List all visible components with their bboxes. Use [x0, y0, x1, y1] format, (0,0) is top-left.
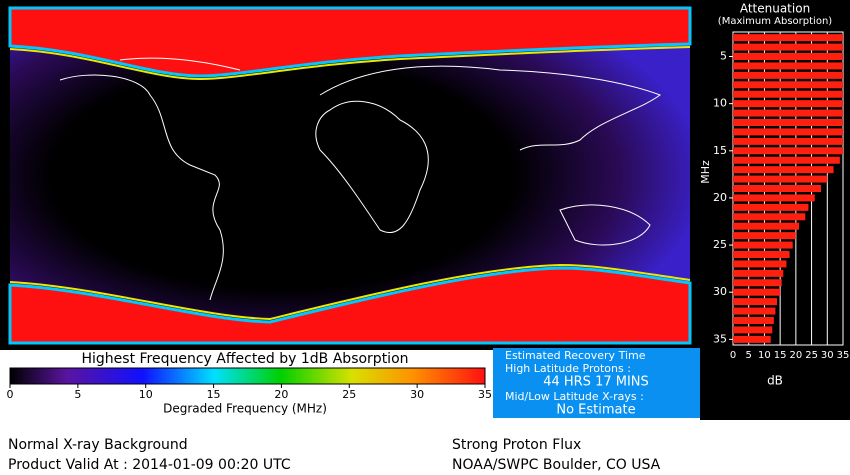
south-cap [8, 266, 692, 345]
bar [733, 137, 843, 145]
bar [733, 203, 809, 211]
bar [733, 128, 843, 136]
colorbar-label: Degraded Frequency (MHz) [163, 402, 327, 416]
bar [733, 260, 787, 268]
bar [733, 53, 843, 61]
y-tick-label: 25 [713, 238, 727, 251]
bar [733, 100, 843, 108]
y-axis-label: MHz [699, 160, 712, 184]
attenuation-title: Attenuation [740, 2, 810, 16]
x-axis-label: dB [767, 374, 783, 388]
bar [733, 175, 828, 183]
x-tick-label: 20 [789, 350, 802, 361]
bar [733, 90, 843, 98]
bar [733, 326, 773, 334]
colorbar-tick-label: 0 [7, 388, 14, 401]
recovery-box [493, 348, 700, 418]
bar [733, 307, 776, 315]
colorbar-tick-label: 15 [207, 388, 221, 401]
bar [733, 288, 781, 296]
bar [733, 119, 843, 127]
bar [733, 232, 796, 240]
bar [733, 166, 834, 174]
bar [733, 185, 821, 192]
north-band [9, 46, 691, 81]
colorbar-tick-label: 10 [139, 388, 153, 401]
protons-value: 44 HRS 17 MINS [543, 375, 649, 390]
colorbar [9, 367, 486, 385]
x-tick-label: 30 [821, 350, 834, 361]
y-tick-label: 20 [713, 191, 727, 204]
y-tick-label: 15 [713, 144, 727, 157]
colorbar-tick-label: 25 [342, 388, 356, 401]
colorbar-tick-label: 30 [410, 388, 424, 401]
bar [733, 156, 840, 164]
protons-label: High Latitude Protons : [505, 362, 631, 375]
coastlines [59, 57, 662, 301]
bar [733, 213, 806, 221]
bar [733, 279, 782, 287]
bar [733, 241, 793, 249]
bar [733, 71, 843, 79]
bar [733, 147, 843, 155]
footer-left-2: Product Valid At : 2014-01-09 00:20 UTC [8, 457, 291, 473]
bar [733, 62, 843, 70]
bar [733, 316, 774, 324]
bar [733, 250, 790, 258]
bar [733, 335, 771, 343]
y-tick-label: 10 [713, 97, 727, 110]
xray-label: Mid/Low Latitude X-rays : [505, 390, 644, 403]
y-tick-label: 5 [720, 50, 727, 63]
x-tick-label: 5 [746, 350, 752, 361]
bar [733, 81, 843, 89]
x-tick-label: 35 [837, 350, 850, 361]
y-tick-label: 30 [713, 285, 727, 298]
bar [733, 194, 815, 202]
x-tick-label: 10 [758, 350, 771, 361]
bar [733, 222, 799, 230]
bar [733, 298, 777, 306]
south-band [9, 263, 691, 321]
attenuation-subtitle: (Maximum Absorption) [718, 16, 832, 27]
footer-right-1: Strong Proton Flux [452, 437, 581, 453]
colorbar-tick-label: 5 [74, 388, 81, 401]
colorbar-tick-label: 35 [478, 388, 492, 401]
bar [733, 269, 784, 277]
bar [733, 43, 843, 51]
x-tick-label: 0 [730, 350, 736, 361]
footer-right-2: NOAA/SWPC Boulder, CO USA [452, 457, 661, 473]
bar [733, 34, 843, 42]
footer-left-1: Normal X-ray Background [8, 437, 188, 453]
colorbar-title: Highest Frequency Affected by 1dB Absorp… [81, 351, 408, 367]
xray-value: No Estimate [556, 403, 635, 418]
y-tick-label: 35 [713, 332, 727, 345]
x-tick-label: 15 [774, 350, 787, 361]
x-tick-label: 25 [805, 350, 818, 361]
colorbar-tick-label: 20 [274, 388, 288, 401]
colorbar-ticks: 0 5 10 15 20 25 30 35 [7, 384, 492, 401]
recovery-title: Estimated Recovery Time [505, 349, 646, 362]
bar [733, 109, 843, 117]
